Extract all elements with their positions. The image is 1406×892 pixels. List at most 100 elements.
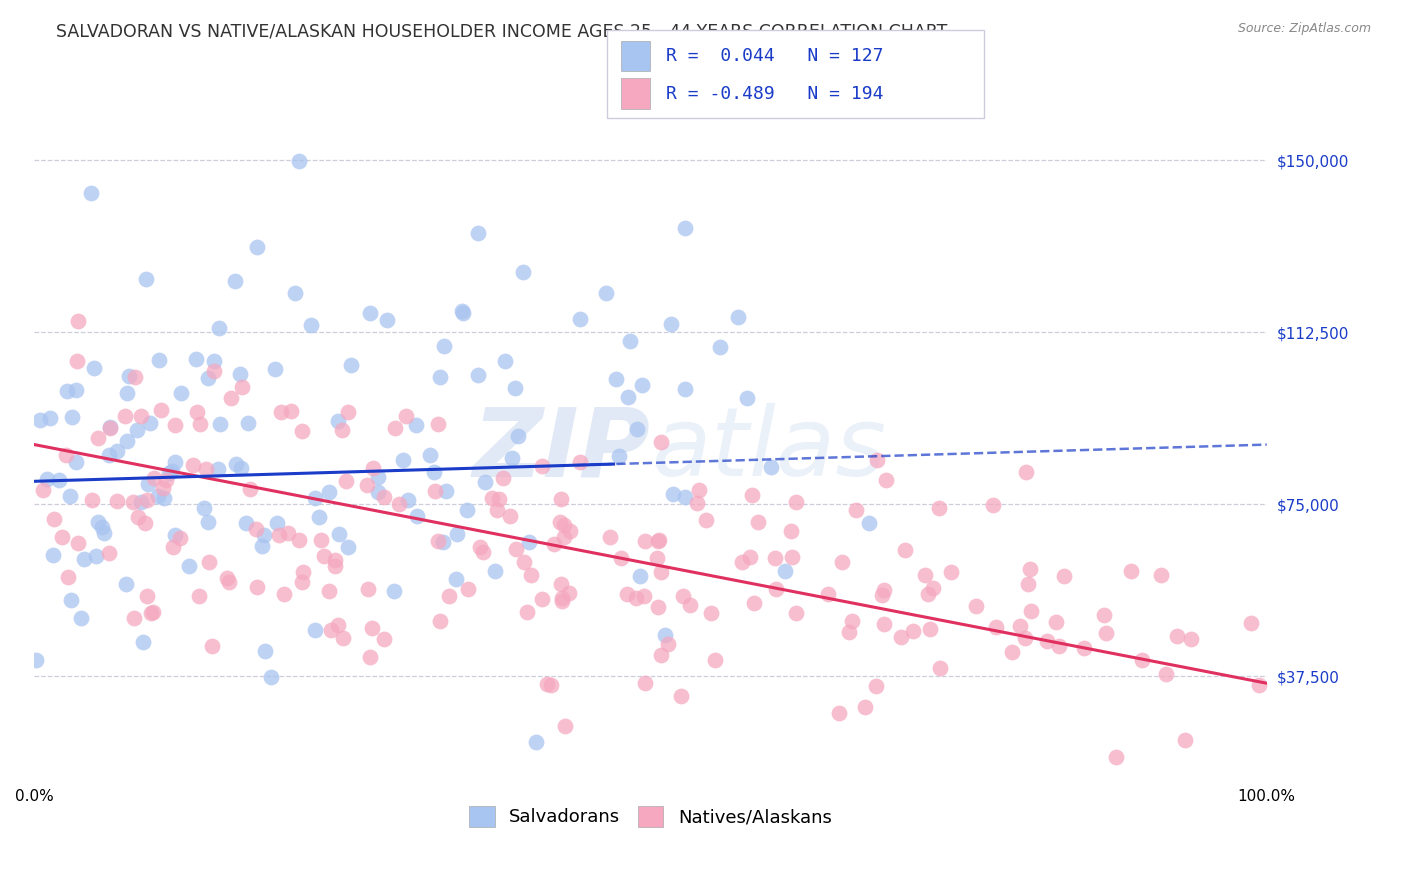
Point (42, 549, 65, 563)
Point (595, 286, 617, 301)
Point (519, 534, 541, 549)
Point (170, 385, 193, 400)
Point (467, 226, 489, 240)
Point (304, 491, 326, 506)
Point (481, 491, 503, 505)
Point (134, 516, 156, 530)
Point (426, 533, 449, 548)
Point (467, 368, 489, 382)
Point (474, 475, 496, 489)
Point (186, 405, 208, 419)
Point (634, 675, 657, 690)
Point (679, 598, 702, 612)
Point (136, 477, 159, 491)
Point (1073, 640, 1095, 655)
Point (28, 413, 51, 427)
Point (224, 274, 246, 288)
Point (742, 596, 765, 610)
Point (219, 391, 242, 405)
Point (245, 522, 267, 536)
Point (155, 473, 177, 487)
Point (671, 589, 693, 603)
Point (139, 416, 162, 430)
Point (494, 353, 516, 368)
Point (35, 473, 58, 487)
Point (373, 490, 395, 504)
Point (73, 552, 96, 566)
Point (131, 409, 153, 424)
Point (236, 417, 259, 431)
Point (828, 706, 851, 721)
Point (201, 639, 224, 653)
Point (318, 485, 340, 500)
Point (87, 516, 110, 530)
Point (326, 414, 349, 428)
Point (659, 317, 682, 331)
Point (328, 618, 350, 632)
Point (845, 503, 868, 517)
Point (984, 619, 1007, 633)
Point (928, 501, 950, 516)
Point (661, 487, 683, 501)
Point (65, 455, 87, 469)
Point (865, 679, 887, 693)
Point (246, 580, 269, 594)
Point (127, 424, 149, 438)
Point (131, 635, 153, 649)
Point (425, 484, 447, 499)
Point (197, 516, 219, 530)
Text: ZIP: ZIP (472, 403, 651, 496)
Point (569, 455, 592, 469)
Point (831, 555, 853, 569)
Point (1036, 634, 1059, 648)
Point (763, 551, 786, 566)
Point (308, 510, 330, 524)
Point (1014, 465, 1036, 479)
Point (531, 459, 554, 474)
Point (288, 533, 311, 548)
Text: SALVADORAN VS NATIVE/ALASKAN HOUSEHOLDER INCOME AGES 25 - 44 YEARS CORRELATION C: SALVADORAN VS NATIVE/ALASKAN HOUSEHOLDER… (56, 22, 948, 40)
Point (491, 471, 513, 485)
Point (277, 525, 299, 540)
Point (59, 489, 82, 503)
Point (1180, 632, 1202, 646)
Point (32, 483, 55, 498)
Point (70, 611, 93, 625)
Point (359, 306, 381, 320)
Point (59, 593, 82, 607)
Point (550, 492, 572, 507)
Point (388, 498, 411, 512)
Point (1149, 567, 1171, 582)
Point (188, 589, 211, 603)
Point (328, 527, 350, 541)
Point (44, 512, 66, 526)
Point (231, 380, 253, 394)
Point (569, 312, 592, 326)
Point (457, 582, 479, 596)
Point (785, 495, 807, 509)
Point (202, 354, 225, 368)
Point (405, 509, 427, 524)
Point (650, 566, 672, 580)
Point (503, 381, 526, 395)
Point (817, 587, 839, 601)
Point (558, 524, 581, 539)
Point (775, 565, 797, 579)
Point (673, 491, 696, 505)
Point (323, 552, 346, 566)
Point (127, 510, 149, 524)
Point (890, 630, 912, 644)
Point (357, 582, 380, 596)
Point (87, 431, 110, 445)
Point (866, 453, 889, 467)
Point (741, 488, 763, 502)
Point (405, 418, 427, 433)
Point (1017, 576, 1039, 591)
Point (695, 513, 717, 527)
Point (855, 700, 877, 714)
Point (540, 678, 562, 692)
Point (524, 735, 547, 749)
Point (179, 559, 201, 574)
Point (197, 371, 219, 385)
Point (228, 367, 250, 381)
